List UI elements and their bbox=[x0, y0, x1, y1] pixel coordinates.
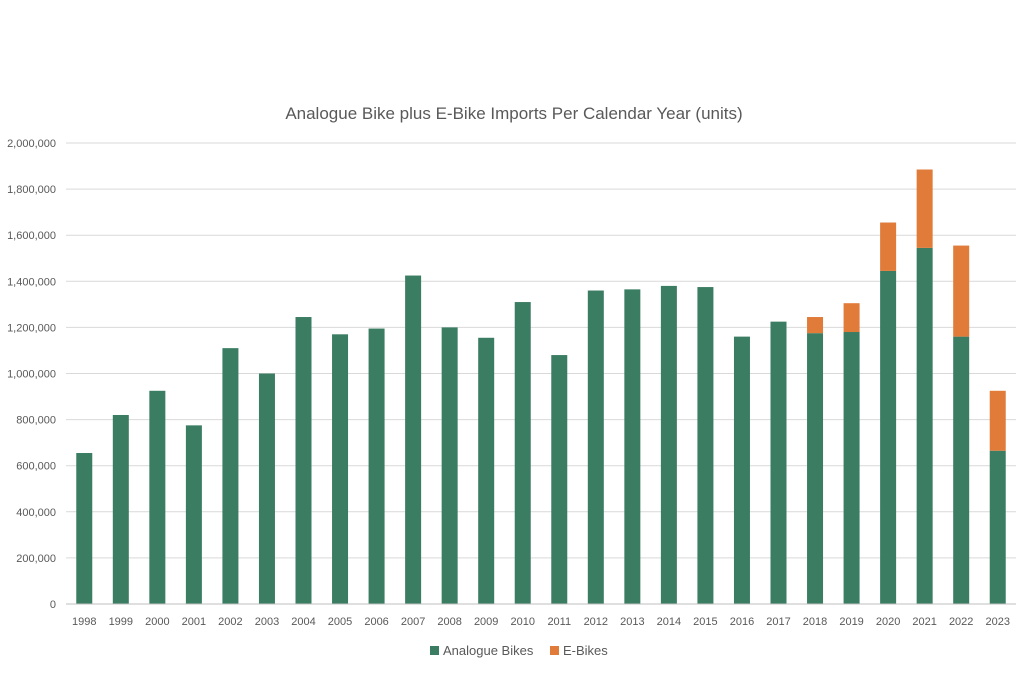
x-tick-label: 2021 bbox=[912, 616, 936, 628]
x-tick-label: 2018 bbox=[803, 616, 827, 628]
bars bbox=[76, 169, 1006, 604]
x-tick-label: 2010 bbox=[510, 616, 534, 628]
x-tick-label: 2022 bbox=[949, 616, 973, 628]
x-tick-label: 2016 bbox=[730, 616, 754, 628]
x-tick-label: 2019 bbox=[839, 616, 863, 628]
x-tick-label: 2009 bbox=[474, 616, 498, 628]
y-tick-label: 800,000 bbox=[16, 415, 56, 427]
bar-e-bikes bbox=[843, 303, 860, 333]
x-tick-label: 1999 bbox=[109, 616, 133, 628]
bar-analogue-bikes bbox=[697, 287, 714, 604]
bar-analogue-bikes bbox=[368, 328, 385, 604]
bar-analogue-bikes bbox=[222, 348, 239, 604]
legend-swatch bbox=[430, 646, 439, 655]
bar-analogue-bikes bbox=[405, 275, 422, 604]
x-tick-label: 2002 bbox=[218, 616, 242, 628]
x-tick-label: 2017 bbox=[766, 616, 790, 628]
bar-analogue-bikes bbox=[478, 337, 495, 604]
bar-analogue-bikes bbox=[660, 285, 677, 604]
y-tick-label: 2,000,000 bbox=[7, 138, 56, 150]
x-tick-label: 2003 bbox=[255, 616, 279, 628]
x-tick-label: 2007 bbox=[401, 616, 425, 628]
x-tick-label: 2001 bbox=[182, 616, 206, 628]
bar-analogue-bikes bbox=[880, 270, 897, 604]
bar-e-bikes bbox=[916, 169, 933, 248]
bar-e-bikes bbox=[989, 390, 1006, 451]
x-tick-label: 2011 bbox=[547, 616, 571, 628]
bar-analogue-bikes bbox=[295, 317, 312, 604]
bar-e-bikes bbox=[953, 245, 970, 337]
legend-item-e-bikes: E-Bikes bbox=[550, 643, 608, 658]
x-tick-label: 2008 bbox=[437, 616, 461, 628]
y-tick-label: 1,400,000 bbox=[7, 276, 56, 288]
x-tick-label: 2000 bbox=[145, 616, 169, 628]
chart-title: Analogue Bike plus E-Bike Imports Per Ca… bbox=[285, 104, 742, 123]
y-axis-tick-labels: 0 200,000 400,000 600,000 800,000 1,000,000 1,… bbox=[7, 138, 56, 611]
y-tick-label: 1,800,000 bbox=[7, 184, 56, 196]
bar-analogue-bikes bbox=[76, 453, 93, 604]
bar-analogue-bikes bbox=[916, 247, 933, 604]
x-tick-label: 2023 bbox=[985, 616, 1009, 628]
bar-analogue-bikes bbox=[332, 334, 349, 604]
bar-analogue-bikes bbox=[441, 327, 458, 604]
y-tick-label: 1,000,000 bbox=[7, 369, 56, 381]
bar-analogue-bikes bbox=[953, 336, 970, 604]
bar-e-bikes bbox=[807, 317, 824, 334]
x-tick-label: 2015 bbox=[693, 616, 717, 628]
x-tick-label: 2012 bbox=[584, 616, 608, 628]
y-tick-label: 1,200,000 bbox=[7, 322, 56, 334]
bar-analogue-bikes bbox=[514, 302, 531, 604]
bar-analogue-bikes bbox=[624, 289, 641, 604]
bar-e-bikes bbox=[880, 222, 897, 271]
bar-analogue-bikes bbox=[551, 355, 568, 604]
bar-analogue-bikes bbox=[185, 425, 202, 604]
bar-analogue-bikes bbox=[733, 336, 750, 604]
x-axis-tick-labels: 1998 1999 2000 2001 2002 2003 2004 2005 2006 2007… bbox=[72, 616, 1010, 628]
bar-analogue-bikes bbox=[770, 321, 787, 604]
x-tick-label: 2006 bbox=[364, 616, 388, 628]
bar-analogue-bikes bbox=[807, 333, 824, 604]
bar-analogue-bikes bbox=[587, 290, 604, 604]
x-tick-label: 2013 bbox=[620, 616, 644, 628]
x-tick-label: 1998 bbox=[72, 616, 96, 628]
legend: Analogue Bikes E-Bikes bbox=[430, 643, 608, 658]
legend-item-analogue-bikes: Analogue Bikes bbox=[430, 643, 534, 658]
gridlines bbox=[66, 142, 1016, 559]
y-tick-label: 200,000 bbox=[16, 553, 56, 565]
bar-analogue-bikes bbox=[149, 390, 166, 604]
legend-label: E-Bikes bbox=[563, 643, 608, 658]
x-tick-label: 2014 bbox=[657, 616, 681, 628]
legend-swatch bbox=[550, 646, 559, 655]
bar-analogue-bikes bbox=[112, 414, 129, 604]
bar-analogue-bikes bbox=[989, 450, 1006, 604]
y-tick-label: 0 bbox=[50, 599, 56, 611]
y-tick-label: 400,000 bbox=[16, 507, 56, 519]
bar-analogue-bikes bbox=[843, 332, 860, 604]
x-tick-label: 2004 bbox=[291, 616, 315, 628]
y-tick-label: 1,600,000 bbox=[7, 230, 56, 242]
legend-label: Analogue Bikes bbox=[443, 643, 534, 658]
x-tick-label: 2005 bbox=[328, 616, 352, 628]
x-tick-label: 2020 bbox=[876, 616, 900, 628]
bar-analogue-bikes bbox=[258, 373, 275, 604]
y-tick-label: 600,000 bbox=[16, 461, 56, 473]
